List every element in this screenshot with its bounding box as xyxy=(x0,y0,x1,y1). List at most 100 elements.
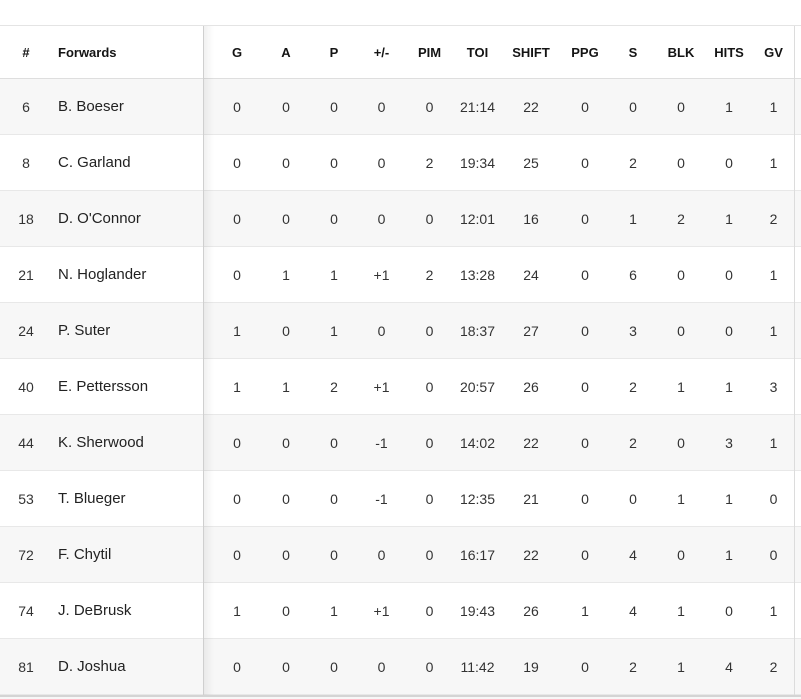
stat-cell: 4 xyxy=(725,658,733,675)
stat-cell: 1 xyxy=(233,378,241,395)
stat-cell: 26 xyxy=(523,602,539,619)
player-row[interactable]: 21 N. Hoglander xyxy=(0,247,203,303)
stat-cell: 14:02 xyxy=(459,434,496,451)
stat-cell: 0 xyxy=(377,210,386,227)
jersey-number: 81 xyxy=(18,658,34,675)
stat-cell: 0 xyxy=(233,98,241,115)
scroll-boundary-line xyxy=(794,26,795,695)
stat-cell: 19:34 xyxy=(459,154,496,171)
player-name: F. Chytil xyxy=(58,546,112,563)
stat-cell: 0 xyxy=(581,378,589,395)
stat-cell: 0 xyxy=(282,602,290,619)
player-row[interactable]: 18 D. O'Connor xyxy=(0,191,203,247)
stats-scroll-pane[interactable]: G A P +/- PIM TOI SHIFT PPG S BLK HITS GV 0 0 0 0 0 21:1… xyxy=(204,26,801,695)
stat-cell: 13:28 xyxy=(459,266,496,283)
stat-cell: 0 xyxy=(581,210,589,227)
player-row[interactable]: 24 P. Suter xyxy=(0,303,203,359)
player-row[interactable]: 72 F. Chytil xyxy=(0,527,203,583)
stat-cell: 2 xyxy=(629,378,637,395)
stat-cell: 16:17 xyxy=(459,546,496,563)
stat-cell: 0 xyxy=(377,546,386,563)
stat-cell: 6 xyxy=(629,266,637,283)
stat-cell: 0 xyxy=(282,98,290,115)
stat-cell: 0 xyxy=(725,322,733,339)
left-header-row: # Forwards xyxy=(0,26,203,79)
player-stat-row: 1 0 1 0 0 18:37 27 0 3 0 0 1 xyxy=(204,303,801,359)
stat-cell: 2 xyxy=(629,154,637,171)
stat-cell: 1 xyxy=(725,98,733,115)
stat-cell: 0 xyxy=(377,154,386,171)
stat-cell: 1 xyxy=(282,266,290,283)
col-header-p: P xyxy=(329,44,339,60)
player-name: D. Joshua xyxy=(58,658,126,675)
player-row[interactable]: 81 D. Joshua xyxy=(0,639,203,695)
jersey-number: 18 xyxy=(18,210,34,227)
jersey-number: 24 xyxy=(18,322,34,339)
col-header-a: A xyxy=(281,44,291,60)
stat-cell: 2 xyxy=(629,658,637,675)
jersey-number: 44 xyxy=(18,434,34,451)
player-row[interactable]: 40 E. Pettersson xyxy=(0,359,203,415)
stat-cell: 4 xyxy=(629,602,637,619)
player-row[interactable]: 53 T. Blueger xyxy=(0,471,203,527)
stat-cell: 3 xyxy=(725,434,733,451)
stat-header-row: G A P +/- PIM TOI SHIFT PPG S BLK HITS GV xyxy=(204,26,801,79)
stat-cell: 1 xyxy=(330,322,338,339)
player-row[interactable]: 74 J. DeBrusk xyxy=(0,583,203,639)
player-stat-row: 0 0 0 -1 0 14:02 22 0 2 0 3 1 xyxy=(204,415,801,471)
stat-cell: 4 xyxy=(629,546,637,563)
stat-cell: 0 xyxy=(330,98,338,115)
stat-cell: 0 xyxy=(282,434,290,451)
jersey-number: 72 xyxy=(18,546,34,563)
stat-cell: 0 xyxy=(377,658,386,675)
stat-cell: 0 xyxy=(581,434,589,451)
stat-cell: 0 xyxy=(330,154,338,171)
stat-cell: 1 xyxy=(581,602,589,619)
stat-cell: 11:42 xyxy=(460,658,495,675)
col-header-shift: SHIFT xyxy=(512,44,550,60)
player-name: E. Pettersson xyxy=(58,378,149,395)
stat-cell: 3 xyxy=(769,378,778,395)
stat-cell: 0 xyxy=(425,98,434,115)
player-name: T. Blueger xyxy=(58,490,126,507)
col-header-number: # xyxy=(22,44,30,60)
stat-cell: 26 xyxy=(523,378,539,395)
stat-cell: 0 xyxy=(581,154,589,171)
stat-cell: 22 xyxy=(523,98,539,115)
stat-cell: 0 xyxy=(581,490,589,507)
stat-cell: 24 xyxy=(523,266,539,283)
stat-cell: 2 xyxy=(677,210,685,227)
stat-cell: 21:14 xyxy=(459,98,496,115)
stat-cell: 1 xyxy=(677,658,685,675)
stat-cell: 1 xyxy=(769,154,778,171)
player-row[interactable]: 8 C. Garland xyxy=(0,135,203,191)
jersey-number: 53 xyxy=(18,490,34,507)
stat-cell: 0 xyxy=(233,210,241,227)
stat-cell: 16 xyxy=(523,210,539,227)
stat-cell: -1 xyxy=(375,434,388,451)
stat-cell: 0 xyxy=(581,546,589,563)
stat-cell: 0 xyxy=(425,602,434,619)
stat-cell: 1 xyxy=(233,322,241,339)
player-row[interactable]: 44 K. Sherwood xyxy=(0,415,203,471)
player-stat-row: 0 1 1 +1 2 13:28 24 0 6 0 0 1 xyxy=(204,247,801,303)
col-header-toi: TOI xyxy=(466,44,489,60)
stat-cell: 0 xyxy=(425,490,434,507)
stat-cell: 0 xyxy=(330,546,338,563)
stat-cell: 0 xyxy=(425,322,434,339)
stat-cell: 0 xyxy=(233,490,241,507)
player-stat-row: 1 1 2 +1 0 20:57 26 0 2 1 1 3 xyxy=(204,359,801,415)
stat-cell: 1 xyxy=(769,98,778,115)
stat-cell: 2 xyxy=(330,378,338,395)
stat-cell: 0 xyxy=(581,98,589,115)
stat-cell: 0 xyxy=(330,434,338,451)
stat-cell: 2 xyxy=(629,434,637,451)
player-stat-row: 0 0 0 0 0 16:17 22 0 4 0 1 0 xyxy=(204,527,801,583)
stat-cell: 0 xyxy=(425,546,434,563)
stat-cell: 25 xyxy=(523,154,539,171)
stat-cell: 0 xyxy=(725,602,733,619)
stat-cell: 0 xyxy=(377,98,386,115)
stat-cell: 0 xyxy=(282,210,290,227)
stat-cell: 0 xyxy=(282,658,290,675)
player-row[interactable]: 6 B. Boeser xyxy=(0,79,203,135)
